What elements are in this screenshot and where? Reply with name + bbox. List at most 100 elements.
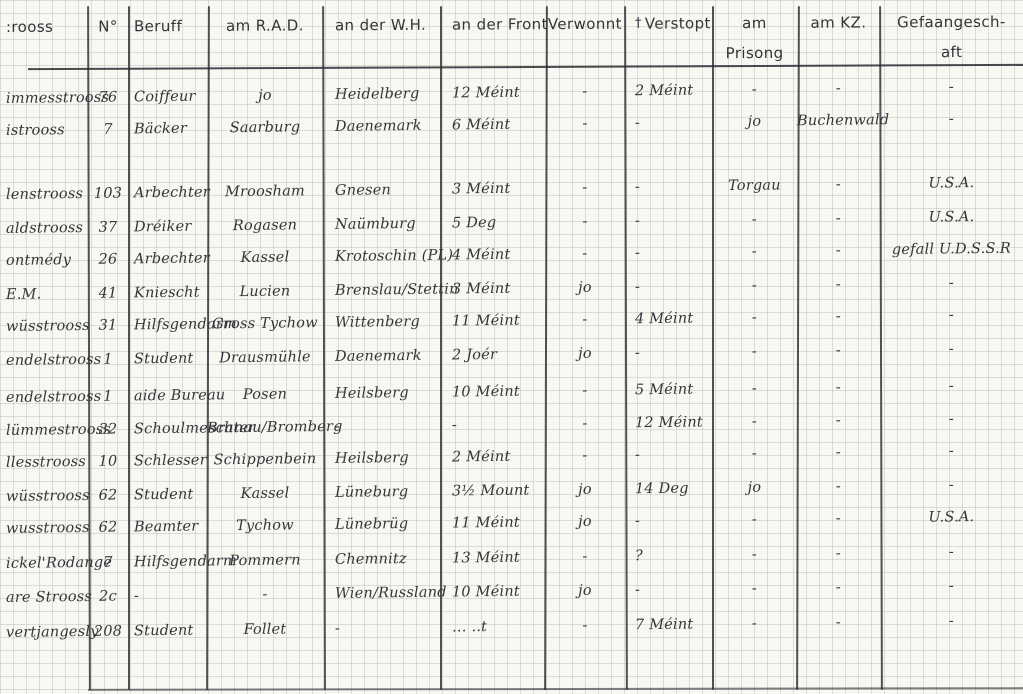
cell-beruf: Dréiker xyxy=(133,218,192,236)
cell-gefaangeschaft: U.S.A. xyxy=(928,209,975,226)
cell-verwonnt: - xyxy=(582,415,588,432)
cell-rad: Schippenbein xyxy=(213,451,317,469)
cell-number: 76 xyxy=(98,89,118,106)
cell-verstopt: - xyxy=(634,345,641,362)
table-row: E.M. 41 Kniescht Lucien Brenslau/Stettin 3 Mé… xyxy=(0,270,1023,308)
cell-verstopt: - xyxy=(634,213,641,230)
cell-strooss: ontmédy xyxy=(5,252,72,269)
cell-beruf: Student xyxy=(133,486,194,504)
cell-beruf: Arbechter xyxy=(133,250,210,268)
table-row: ontmédy 26 Arbechter Kassel Krotoschin (PL) 4… xyxy=(0,237,1023,275)
cell-strooss: wüsstrooss xyxy=(5,487,90,505)
cell-verwonnt: jo xyxy=(578,279,592,296)
header-cell-beruf: Beruff xyxy=(133,17,183,36)
cell-prisong: - xyxy=(751,81,758,98)
header-cell-gefaangeschaft: Gefaangesch- aft xyxy=(897,12,1006,62)
cell-number: 7 xyxy=(103,121,113,138)
cell-strooss: are Strooss xyxy=(5,588,93,606)
cell-strooss: aldstrooss xyxy=(5,219,84,237)
cell-beruf: Coiffeur xyxy=(133,88,196,106)
cell-prisong: - xyxy=(751,615,758,632)
header-cell-strooss: :rooss xyxy=(5,17,54,36)
cell-front: 11 Méint xyxy=(451,514,520,532)
table-header-row: :rooss N° Beruff am R.A.D. an der W.H. an der… xyxy=(0,7,1023,62)
cell-front: 10 Méint xyxy=(451,583,520,601)
cell-number: 1 xyxy=(103,388,113,405)
cell-kz: - xyxy=(835,342,842,359)
cell-number: 31 xyxy=(98,317,118,334)
cell-front: 3 Méint xyxy=(451,280,511,298)
header-cell-front: an der Front xyxy=(451,15,548,34)
column-divider-line xyxy=(128,6,130,690)
cell-gefaangeschaft: - xyxy=(948,307,955,324)
table-row: wusstrooss 62 Beamter Tychow Lünebrüg 11 Méin… xyxy=(0,505,1023,543)
header-cell-kz: am KZ. xyxy=(810,13,867,32)
cell-prisong: - xyxy=(751,511,758,528)
cell-front: 13 Méint xyxy=(451,549,520,567)
cell-prisong: - xyxy=(751,445,758,462)
cell-rad: - xyxy=(262,586,268,603)
cell-prisong: - xyxy=(751,580,758,597)
cell-number: 26 xyxy=(98,251,118,268)
cell-verstopt: - xyxy=(634,513,641,530)
cell-strooss: E.M. xyxy=(5,286,42,303)
header-cell-verstopt: † Verstopt xyxy=(634,14,711,33)
cell-wh: Gnesen xyxy=(334,182,392,199)
cell-verwonnt: - xyxy=(582,382,588,399)
cell-number: 32 xyxy=(98,421,118,438)
cell-rad: Tychow xyxy=(236,517,294,535)
table-row: ickel'Rodange 7 Hilfsgendarm Pommern Chemnit… xyxy=(0,539,1023,577)
cell-beruf: Arbechter xyxy=(133,184,210,202)
cell-rad: Lucien xyxy=(239,283,291,301)
cell-rad: Gross Tychow xyxy=(212,315,318,333)
cell-wh: - xyxy=(334,418,341,435)
table-row: vertjangesly 208 Student Follet - … ..t - 7 Méi… xyxy=(0,608,1023,646)
cell-kz: - xyxy=(835,510,842,527)
cell-verstopt: - xyxy=(634,447,641,464)
cell-verstopt: 12 Méint xyxy=(634,414,703,432)
cell-kz: - xyxy=(835,80,842,97)
cell-verstopt: 4 Méint xyxy=(634,310,694,328)
cell-number: 62 xyxy=(98,487,118,504)
cell-front: 2 Joér xyxy=(451,346,498,364)
cell-wh: - xyxy=(334,620,341,637)
cell-wh: Wien/Russland xyxy=(334,584,447,602)
cell-kz: - xyxy=(835,579,842,596)
cell-beruf: Bäcker xyxy=(133,120,188,138)
column-divider-line xyxy=(712,6,714,690)
cell-gefaangeschaft: U.S.A. xyxy=(928,175,975,192)
cell-verstopt: - xyxy=(634,245,641,262)
cell-number: 37 xyxy=(98,219,118,236)
cell-prisong: jo xyxy=(747,479,762,496)
cell-verwonnt: - xyxy=(582,311,588,328)
cell-strooss: istrooss xyxy=(5,122,65,139)
cell-wh: Naümburg xyxy=(334,215,416,233)
cell-rad: Posen xyxy=(242,386,288,404)
cell-rad: Kassel xyxy=(240,249,290,267)
cell-kz: - xyxy=(835,308,842,325)
cell-gefaangeschaft: - xyxy=(948,578,955,595)
header-cell-verwonnt: Verwonnt xyxy=(547,14,623,34)
cell-rad: Branau/Bromberg xyxy=(206,418,343,437)
cell-verwonnt: jo xyxy=(578,345,592,362)
cell-prisong: - xyxy=(751,211,758,228)
cell-beruf: Schlesser xyxy=(133,452,207,470)
cell-verwonnt: - xyxy=(582,245,588,262)
cell-kz: - xyxy=(835,176,842,193)
cell-kz: - xyxy=(835,210,842,227)
cell-verstopt: ? xyxy=(634,548,644,565)
table-row: lenstrooss 103 Arbechter Mroosham Gnesen 3 Mé… xyxy=(0,171,1023,209)
table-row: wüsstrooss 31 Hilfsgendarm Gross Tychow Witt… xyxy=(0,303,1023,341)
cell-number: 10 xyxy=(98,453,118,470)
cell-number: 7 xyxy=(103,554,113,571)
cell-rad: Pommern xyxy=(229,552,301,570)
table-row: wüsstrooss 62 Student Kassel Lüneburg 3½ Moun… xyxy=(0,472,1023,510)
cell-number: 208 xyxy=(93,623,123,640)
cell-front: 10 Méint xyxy=(451,383,520,401)
cell-front: 3 Méint xyxy=(451,180,511,198)
cell-verwonnt: - xyxy=(582,447,588,464)
cell-beruf: Student xyxy=(133,622,194,640)
cell-wh: Lüneburg xyxy=(334,484,409,501)
cell-verwonnt: jo xyxy=(578,513,592,530)
cell-kz: - xyxy=(835,412,842,429)
